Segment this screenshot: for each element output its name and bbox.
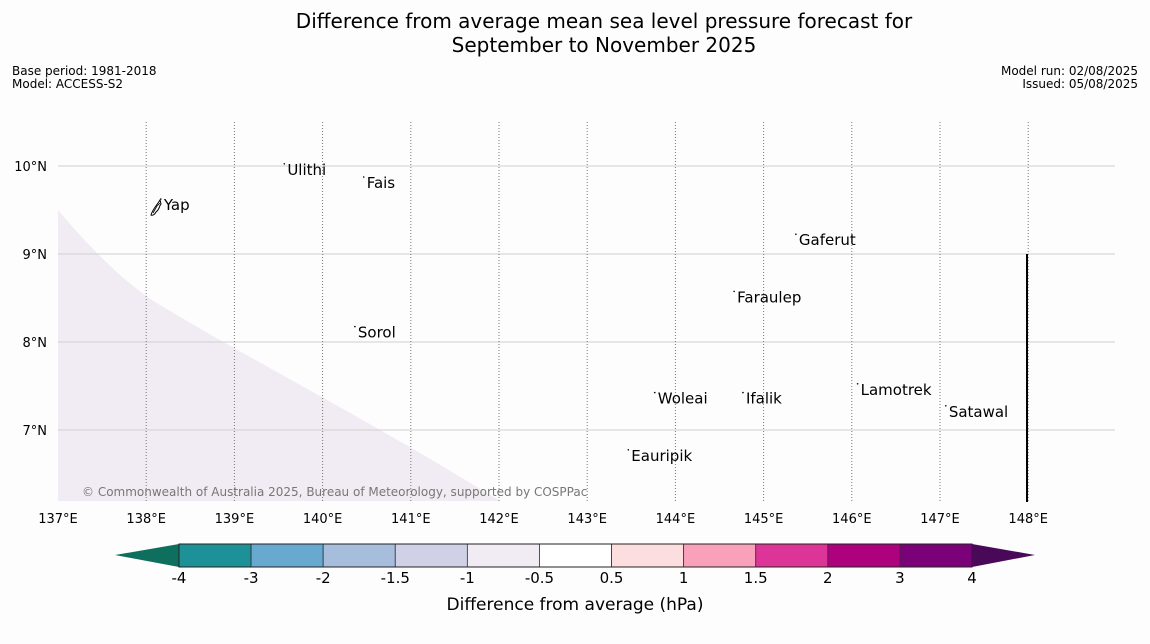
latitude-tick-label: 10°N — [14, 160, 47, 175]
place-label: Lamotrek — [861, 381, 932, 399]
place-marker — [362, 176, 365, 178]
place-label: Fais — [367, 174, 396, 192]
longitude-tick-label: 147°E — [920, 512, 960, 527]
colorbar-tick-label: -2 — [316, 569, 331, 587]
colorbar-tick-label: -3 — [244, 569, 259, 587]
colorbar-segment — [250, 543, 324, 568]
colorbar-tick-label: 1 — [679, 569, 689, 587]
latitude-tick-labels: 10°N 9°N 8°N 7°N — [14, 160, 47, 439]
longitude-tick-label: 140°E — [303, 512, 343, 527]
place-marker — [283, 163, 286, 165]
longitude-tick-label: 145°E — [744, 512, 784, 527]
colorbar: -4 -3 -2 -1.5 -1 -0.5 0.5 1 1.5 2 3 4 Difference fr… — [115, 543, 1035, 615]
longitude-gridlines — [145, 122, 1029, 502]
colorbar-segment — [827, 543, 901, 568]
place-label: Gaferut — [799, 231, 856, 249]
longitude-tick-label: 148°E — [1008, 512, 1048, 527]
place-marker — [160, 198, 162, 200]
colorbar-tick-labels: -4 -3 -2 -1.5 -1 -0.5 0.5 1 1.5 2 3 4 — [172, 569, 977, 587]
base-period-text: Base period: 1981-2018 — [12, 64, 157, 78]
colorbar-tick-label: 0.5 — [600, 569, 624, 587]
yap-island-outline — [150, 198, 162, 216]
meta-right: Model run: 02/08/2025 Issued: 05/08/2025 — [1001, 65, 1138, 91]
place-label: Sorol — [358, 324, 396, 342]
longitude-tick-label: 144°E — [656, 512, 696, 527]
place-label: Yap — [163, 196, 190, 214]
colorbar-segment — [322, 543, 396, 568]
place-label: Woleai — [658, 390, 708, 408]
map-title: Difference from average mean sea level p… — [0, 9, 1150, 57]
longitude-tick-label: 142°E — [479, 512, 519, 527]
colorbar-tick-label: 4 — [967, 569, 977, 587]
place-labels: Ulithi Fais Yap Gaferut Faraulep Sorol Woleai I… — [160, 161, 1008, 465]
longitude-tick-label: 138°E — [126, 512, 166, 527]
place-marker — [627, 449, 630, 451]
pressure-anomaly-region — [58, 210, 500, 501]
colorbar-tick-label: -0.5 — [525, 569, 554, 587]
longitude-tick-label: 146°E — [832, 512, 872, 527]
yap-reef-outline — [152, 202, 161, 214]
model-run-text: Model run: 02/08/2025 — [1000, 64, 1138, 78]
place-marker — [354, 325, 356, 328]
colorbar-segment — [899, 543, 973, 568]
latitude-tick-label: 7°N — [23, 424, 48, 439]
colorbar-under-arrow — [115, 544, 179, 567]
colorbar-tick-label: 2 — [823, 569, 833, 587]
latitude-tick-label: 9°N — [23, 248, 48, 263]
copyright-text: © Commonwealth of Australia 2025, Bureau… — [82, 485, 587, 499]
longitude-tick-label: 143°E — [567, 512, 607, 527]
colorbar-tick-label: -1.5 — [381, 569, 410, 587]
model-text: Model: ACCESS-S2 — [12, 77, 124, 91]
longitude-tick-labels: 137°E 138°E 139°E 140°E 141°E 142°E 143°E 144°E… — [38, 512, 1048, 527]
colorbar-over-arrow — [972, 544, 1035, 567]
issued-text: Issued: 05/08/2025 — [1022, 77, 1138, 91]
place-marker — [945, 405, 947, 407]
colorbar-title: Difference from average (hPa) — [447, 595, 704, 615]
colorbar-tick-label: 1.5 — [744, 569, 768, 587]
colorbar-segment — [611, 543, 685, 568]
place-marker — [795, 233, 797, 235]
latitude-gridlines — [58, 165, 1115, 431]
place-label: Eauripik — [631, 447, 692, 465]
colorbar-tick-label: -4 — [172, 569, 187, 587]
colorbar-segment — [683, 543, 757, 568]
place-marker — [653, 391, 656, 394]
place-marker — [742, 391, 744, 394]
place-label: Ifalik — [746, 390, 782, 408]
place-label: Faraulep — [737, 288, 801, 306]
longitude-tick-label: 139°E — [215, 512, 255, 527]
coastline-features — [150, 198, 162, 216]
longitude-tick-label: 141°E — [391, 512, 431, 527]
place-marker — [856, 383, 859, 385]
place-marker — [733, 290, 735, 293]
place-label: Satawal — [949, 403, 1008, 421]
colorbar-tick-label: -1 — [460, 569, 475, 587]
colorbar-tick-label: 3 — [895, 569, 905, 587]
colorbar-segment — [539, 543, 612, 568]
longitude-tick-label: 137°E — [38, 512, 78, 527]
colorbar-segments — [178, 543, 973, 568]
map-title-line2: September to November 2025 — [451, 33, 757, 57]
colorbar-segment — [178, 543, 252, 568]
place-label: Ulithi — [287, 161, 326, 179]
map-title-line1: Difference from average mean sea level p… — [295, 9, 913, 33]
map-plot-area[interactable]: Ulithi Fais Yap Gaferut Faraulep Sorol Woleai I… — [58, 122, 1115, 502]
colorbar-segment — [466, 543, 540, 568]
colorbar-segment — [755, 543, 829, 568]
meta-left: Base period: 1981-2018 Model: ACCESS-S2 — [12, 65, 157, 91]
latitude-tick-label: 8°N — [23, 336, 48, 351]
colorbar-segment — [394, 543, 468, 568]
